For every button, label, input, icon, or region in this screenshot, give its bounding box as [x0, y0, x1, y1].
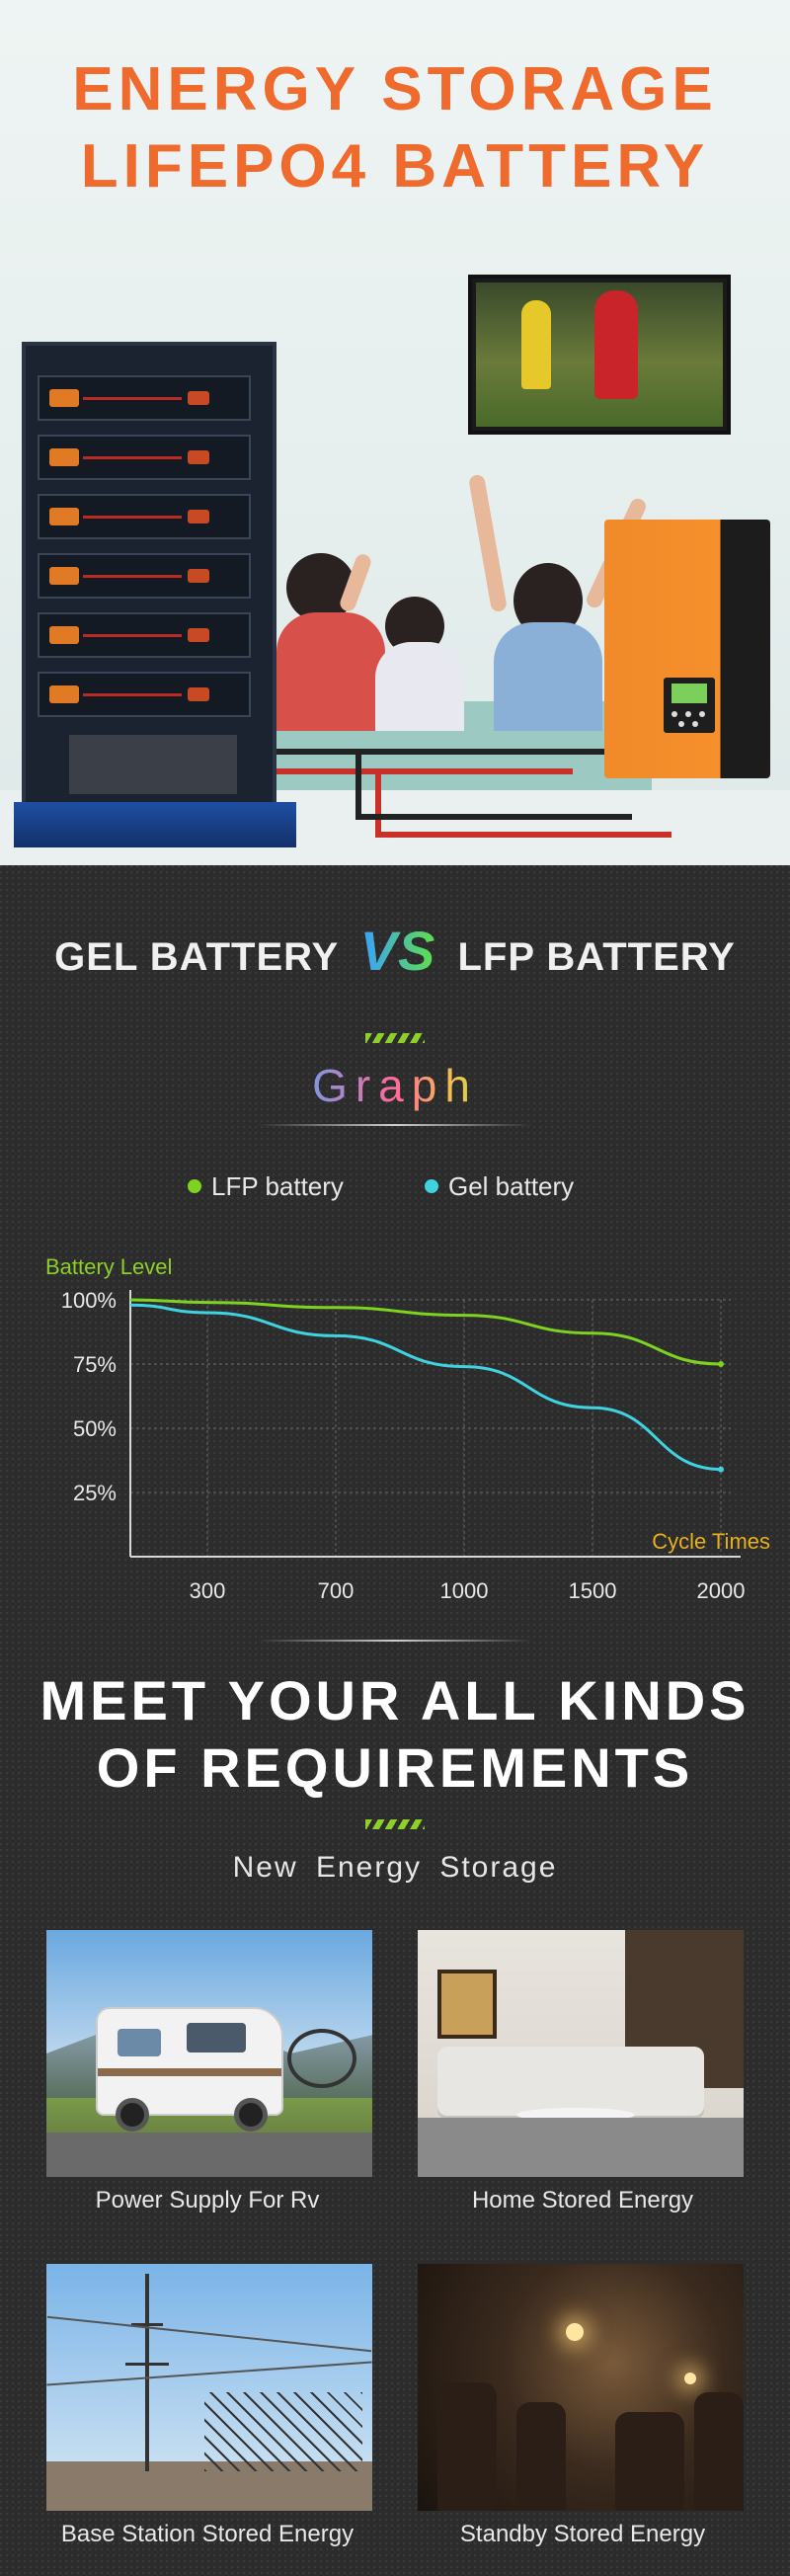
- x-tick-label: 700: [318, 1578, 355, 1600]
- requirements-title: MEET YOUR ALL KINDS OF REQUIREMENTS: [0, 1667, 790, 1802]
- x-axis-label: Cycle Times: [652, 1529, 770, 1554]
- legend-lfp-label: LFP battery: [211, 1171, 344, 1201]
- y-axis-label: Battery Level: [45, 1254, 172, 1279]
- requirements-subtitle: New Energy Storage: [232, 1851, 558, 1884]
- lfp-dot-icon: [188, 1179, 201, 1193]
- series-line-gel: [129, 1303, 722, 1472]
- standby-image: [418, 2264, 744, 2511]
- y-tick-label: 50%: [73, 1416, 117, 1441]
- graph-title: Graph: [0, 1059, 790, 1112]
- series-line-lfp: [129, 1298, 722, 1366]
- legend-gel: Gel battery: [425, 1171, 574, 1202]
- hero-title-line1: ENERGY STORAGE: [72, 55, 718, 123]
- vs-label: VS: [359, 920, 436, 982]
- requirements-title-line2: OF REQUIREMENTS: [96, 1736, 694, 1799]
- series-endpoint: [718, 1361, 724, 1367]
- inverter-image: [604, 520, 770, 778]
- rv-label: Power Supply For Rv: [95, 2187, 320, 2214]
- rv-image: [46, 1930, 372, 2177]
- base-station-image: [46, 2264, 372, 2511]
- x-tick-label: 1500: [569, 1578, 617, 1600]
- lfp-battery-label: LFP BATTERY: [457, 935, 736, 979]
- battery-chart-svg: Battery Level 100% 75% 50% 25% 300 700 1000 1500…: [45, 1254, 770, 1603]
- series-endpoint: [718, 1466, 724, 1473]
- hero-banner: ENERGY STORAGE LIFEPO4 BATTERY: [0, 0, 790, 865]
- gel-dot-icon: [425, 1179, 438, 1193]
- accent-stripes: [365, 1819, 425, 1829]
- legend-lfp: LFP battery: [188, 1171, 344, 1202]
- y-tick-label: 75%: [73, 1352, 117, 1377]
- divider: [257, 1124, 533, 1126]
- hero-title-line2: LIFEPO4 BATTERY: [80, 132, 710, 201]
- battery-chart: Battery Level 100% 75% 50% 25% 300 700 1000 1500…: [40, 1245, 770, 1603]
- x-tick-label: 300: [190, 1578, 226, 1600]
- tv-image: [468, 275, 731, 435]
- home-image: [418, 1930, 744, 2177]
- home-label: Home Stored Energy: [471, 2187, 694, 2214]
- x-tick-label: 2000: [697, 1578, 746, 1600]
- accent-stripes: [365, 1033, 425, 1043]
- comparison-heading: GEL BATTERY VS LFP BATTERY: [0, 919, 790, 983]
- base-station-label: Base Station Stored Energy: [60, 2521, 355, 2547]
- divider: [257, 1640, 533, 1642]
- y-tick-label: 25%: [73, 1481, 117, 1505]
- hero-title: ENERGY STORAGE LIFEPO4 BATTERY: [0, 51, 790, 205]
- y-tick-label: 100%: [61, 1288, 117, 1313]
- legend-gel-label: Gel battery: [448, 1171, 575, 1201]
- requirements-title-line1: MEET YOUR ALL KINDS: [40, 1669, 750, 1731]
- standby-label: Standby Stored Energy: [459, 2521, 706, 2547]
- gel-battery-label: GEL BATTERY: [54, 935, 339, 979]
- x-tick-label: 1000: [440, 1578, 489, 1600]
